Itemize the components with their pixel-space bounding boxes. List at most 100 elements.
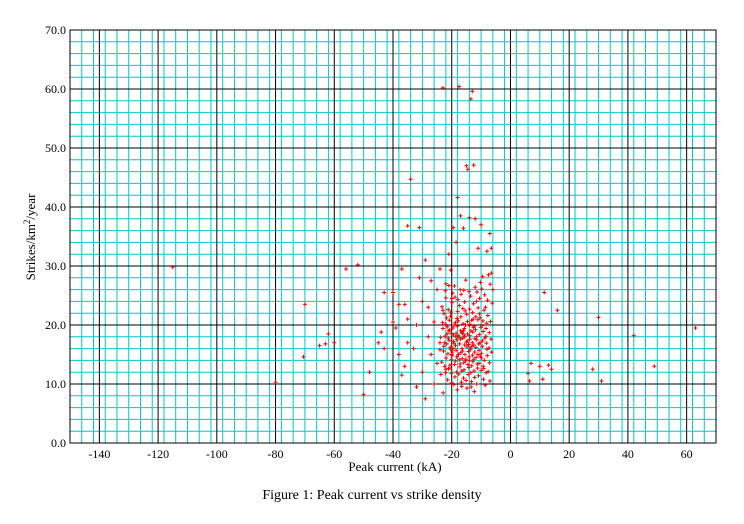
data-point — [490, 287, 495, 292]
data-point — [484, 249, 489, 254]
x-tick-label: 60 — [681, 447, 693, 461]
data-point — [459, 384, 464, 389]
plot-frame — [69, 29, 717, 444]
data-point — [411, 346, 416, 351]
data-point — [693, 325, 698, 330]
data-point — [420, 299, 425, 304]
data-point — [471, 343, 476, 348]
x-tick-label: 20 — [563, 447, 575, 461]
data-point — [465, 338, 470, 343]
data-point — [454, 354, 459, 359]
data-point — [445, 351, 450, 356]
data-point — [455, 316, 460, 321]
data-point — [465, 167, 470, 172]
data-point — [453, 320, 458, 325]
data-point — [477, 340, 482, 345]
data-point — [455, 195, 460, 200]
data-point — [450, 291, 455, 296]
data-point — [452, 284, 457, 289]
data-point — [442, 364, 447, 369]
data-point — [475, 366, 480, 371]
data-point — [443, 288, 448, 293]
data-point — [487, 346, 492, 351]
data-point — [449, 380, 454, 385]
data-point — [467, 307, 472, 312]
data-point — [478, 325, 483, 330]
data-point — [455, 297, 460, 302]
data-point — [414, 323, 419, 327]
data-point — [473, 314, 478, 319]
data-point — [376, 340, 381, 345]
y-tick-label: 10.0 — [45, 377, 66, 391]
x-tick-label: -40 — [385, 447, 401, 461]
data-point — [467, 358, 472, 363]
data-point — [475, 317, 480, 322]
data-point — [466, 365, 471, 370]
data-point — [480, 344, 485, 349]
data-point — [481, 364, 486, 369]
data-point — [382, 346, 387, 351]
data-point — [476, 305, 481, 310]
data-point — [487, 330, 492, 335]
data-point — [426, 334, 431, 339]
data-point — [448, 347, 453, 352]
data-point — [441, 390, 446, 395]
data-point — [555, 308, 560, 313]
data-point — [466, 349, 471, 354]
data-point — [450, 350, 455, 355]
data-point — [477, 361, 482, 366]
data-point — [450, 300, 455, 305]
data-point — [382, 290, 387, 295]
data-point — [426, 305, 431, 310]
data-point — [463, 357, 468, 362]
data-point — [465, 331, 470, 336]
data-point — [456, 318, 461, 323]
data-point — [470, 359, 475, 364]
data-point — [480, 318, 485, 323]
data-point — [529, 361, 534, 366]
data-point — [444, 341, 449, 346]
data-point — [473, 327, 478, 332]
data-point — [467, 215, 472, 220]
data-point — [326, 331, 331, 336]
data-point — [393, 325, 398, 330]
data-point — [542, 290, 547, 295]
data-point — [467, 333, 472, 338]
x-axis-tick-labels: -140 -120 -100 -80 -60 -40 -20 0 20 40 60 — [88, 447, 692, 461]
data-point — [479, 222, 484, 227]
data-point — [462, 299, 467, 304]
data-point — [468, 294, 473, 299]
data-point — [455, 387, 460, 392]
data-point — [446, 307, 451, 312]
data-point — [596, 315, 601, 320]
data-point — [470, 353, 475, 358]
data-point — [396, 352, 401, 357]
data-point — [485, 353, 490, 358]
data-point — [477, 348, 482, 353]
data-point — [423, 396, 428, 401]
data-point — [452, 295, 457, 300]
data-point — [438, 372, 443, 377]
data-point — [446, 252, 451, 257]
data-point — [442, 311, 447, 316]
data-point — [652, 364, 657, 369]
x-tick-label: -140 — [88, 447, 110, 461]
data-point — [484, 321, 489, 326]
data-point — [468, 346, 473, 351]
data-point — [467, 289, 472, 294]
data-point — [489, 350, 494, 355]
y-axis-title-main: Strikes/km — [23, 224, 38, 280]
data-point — [437, 340, 442, 345]
data-point — [486, 272, 491, 277]
data-point — [442, 334, 447, 339]
data-point — [458, 213, 463, 218]
data-point — [458, 287, 463, 292]
data-point — [417, 225, 422, 230]
data-point — [435, 361, 440, 366]
data-point — [474, 334, 479, 339]
data-point — [446, 366, 451, 371]
data-point — [439, 360, 444, 365]
data-point — [526, 371, 531, 376]
data-point — [481, 377, 486, 382]
data-point — [471, 301, 476, 306]
